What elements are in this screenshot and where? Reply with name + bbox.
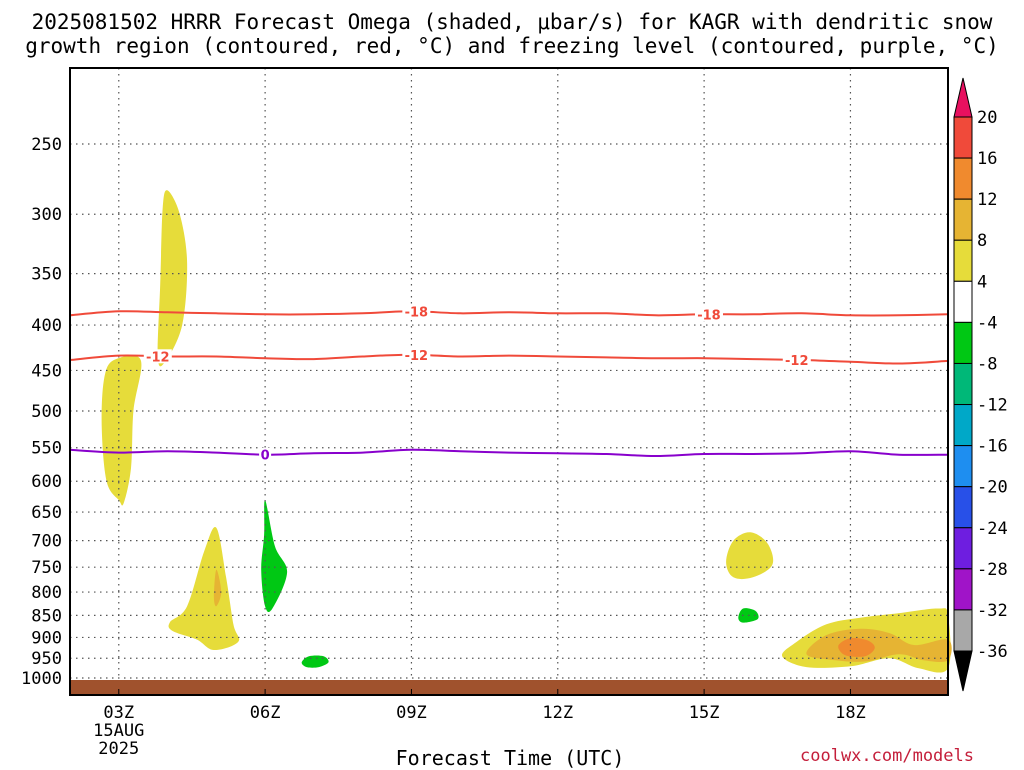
temperature-contours: -18 -18 -12 -12 -12 0 xyxy=(69,304,949,464)
y-axis-ticks: 2503003504004505005506006507007508008509… xyxy=(21,135,62,689)
x-tick-label-06Z: 06Z xyxy=(250,703,281,723)
colorbar-label-20: 20 xyxy=(977,108,997,128)
colorbar-box-8 xyxy=(953,445,973,488)
colorbar-label--24: -24 xyxy=(977,519,1008,539)
grid-lines xyxy=(70,68,948,695)
y-tick-label-600: 600 xyxy=(31,472,62,492)
colorbar-box-3 xyxy=(953,239,973,282)
colorbar-label--28: -28 xyxy=(977,560,1008,580)
colorbar-label-8: 8 xyxy=(977,231,987,251)
contour-label-bg xyxy=(402,347,431,362)
contour-label-bg xyxy=(143,349,172,364)
colorbar-label-12: 12 xyxy=(977,190,997,210)
omega-region-4 xyxy=(261,499,288,613)
colorbar-box-2 xyxy=(953,198,973,241)
plot-frame xyxy=(69,67,949,696)
contour-label-bg xyxy=(402,304,431,319)
x-axis-label: Forecast Time (UTC) xyxy=(395,746,625,770)
colorbar-box-10 xyxy=(953,527,973,570)
y-tick-label-550: 550 xyxy=(31,439,62,459)
colorbar-label-16: 16 xyxy=(977,149,997,169)
colorbar-box-11 xyxy=(953,568,973,611)
x-tick-label-03Z: 03Z xyxy=(103,703,134,723)
colorbar-box-1 xyxy=(953,157,973,200)
contour-label--18: -18 xyxy=(405,306,429,321)
colorbar-bottom-arrow xyxy=(953,650,973,692)
y-tick-label-500: 500 xyxy=(31,402,62,422)
colorbar-box-6 xyxy=(953,362,973,406)
colorbar-label--16: -16 xyxy=(977,437,1008,457)
contour-label--12: -12 xyxy=(405,349,429,364)
contour-label--12: -12 xyxy=(146,350,170,365)
contour-line--18 xyxy=(69,310,949,317)
chart-title-line-2: growth region (contoured, red, °C) and f… xyxy=(25,34,999,58)
y-tick-label-750: 750 xyxy=(31,558,62,578)
colorbar-label--4: -4 xyxy=(977,313,997,333)
y-tick-label-950: 950 xyxy=(31,649,62,669)
omega-shaded-regions xyxy=(101,190,952,673)
contour-label-0: 0 xyxy=(261,449,270,464)
omega-region-0 xyxy=(101,355,142,506)
colorbar-top-arrow xyxy=(953,77,973,118)
x-tick-label-12Z: 12Z xyxy=(542,703,573,723)
surface-band-fill xyxy=(70,680,948,695)
omega-region-5 xyxy=(301,655,329,668)
surface-band xyxy=(70,680,948,695)
y-tick-label-350: 350 xyxy=(31,265,62,285)
omega-region-1 xyxy=(157,190,188,367)
y-tick-label-400: 400 xyxy=(31,316,62,336)
y-tick-label-850: 850 xyxy=(31,606,62,626)
contour-label--18: -18 xyxy=(697,308,721,323)
colorbar-label--12: -12 xyxy=(977,396,1008,416)
y-tick-label-300: 300 xyxy=(31,205,62,225)
chart-title-line-1: 2025081502 HRRR Forecast Omega (shaded, … xyxy=(31,10,993,34)
x-tick-date-label: 15AUG xyxy=(93,721,144,741)
colorbar-box-0 xyxy=(953,116,973,159)
colorbar-box-7 xyxy=(953,404,973,447)
y-tick-label-700: 700 xyxy=(31,532,62,552)
y-tick-label-450: 450 xyxy=(31,361,62,381)
y-tick-label-900: 900 xyxy=(31,628,62,648)
y-tick-label-800: 800 xyxy=(31,583,62,603)
colorbar-label-4: 4 xyxy=(977,272,987,292)
colorbar-label--20: -20 xyxy=(977,478,1008,498)
contour-label--12: -12 xyxy=(785,354,809,369)
colorbar-label--36: -36 xyxy=(977,642,1008,662)
colorbar-box-4 xyxy=(953,280,973,323)
contour-label-bg xyxy=(694,307,723,322)
x-tick-label-18Z: 18Z xyxy=(835,703,866,723)
omega-region-6 xyxy=(726,532,774,580)
x-tick-label-15Z: 15Z xyxy=(689,703,720,723)
y-tick-label-1000: 1000 xyxy=(21,669,62,689)
colorbar-label--8: -8 xyxy=(977,354,997,374)
contour-line--12 xyxy=(69,353,949,365)
colorbar-box-12 xyxy=(953,609,973,652)
colorbar-box-9 xyxy=(953,486,973,529)
contour-label-bg xyxy=(259,447,272,462)
y-tick-label-250: 250 xyxy=(31,135,62,155)
contour-label-bg xyxy=(782,352,811,367)
omega-region-3 xyxy=(213,569,222,607)
colorbar: 20 16 12 8 4 -4 -8 -12 -16 -20 -24 -28 -32 -36 xyxy=(953,77,1008,692)
omega-region-10 xyxy=(838,638,875,657)
contour-line-0 xyxy=(69,448,949,458)
omega-region-2 xyxy=(168,526,240,651)
x-tick-label-09Z: 09Z xyxy=(396,703,427,723)
y-tick-label-650: 650 xyxy=(31,503,62,523)
colorbar-label--32: -32 xyxy=(977,601,1008,621)
credit-link[interactable]: coolwx.com/models xyxy=(800,746,974,766)
colorbar-box-5 xyxy=(953,321,973,364)
x-tick-year-label: 2025 xyxy=(98,739,139,759)
